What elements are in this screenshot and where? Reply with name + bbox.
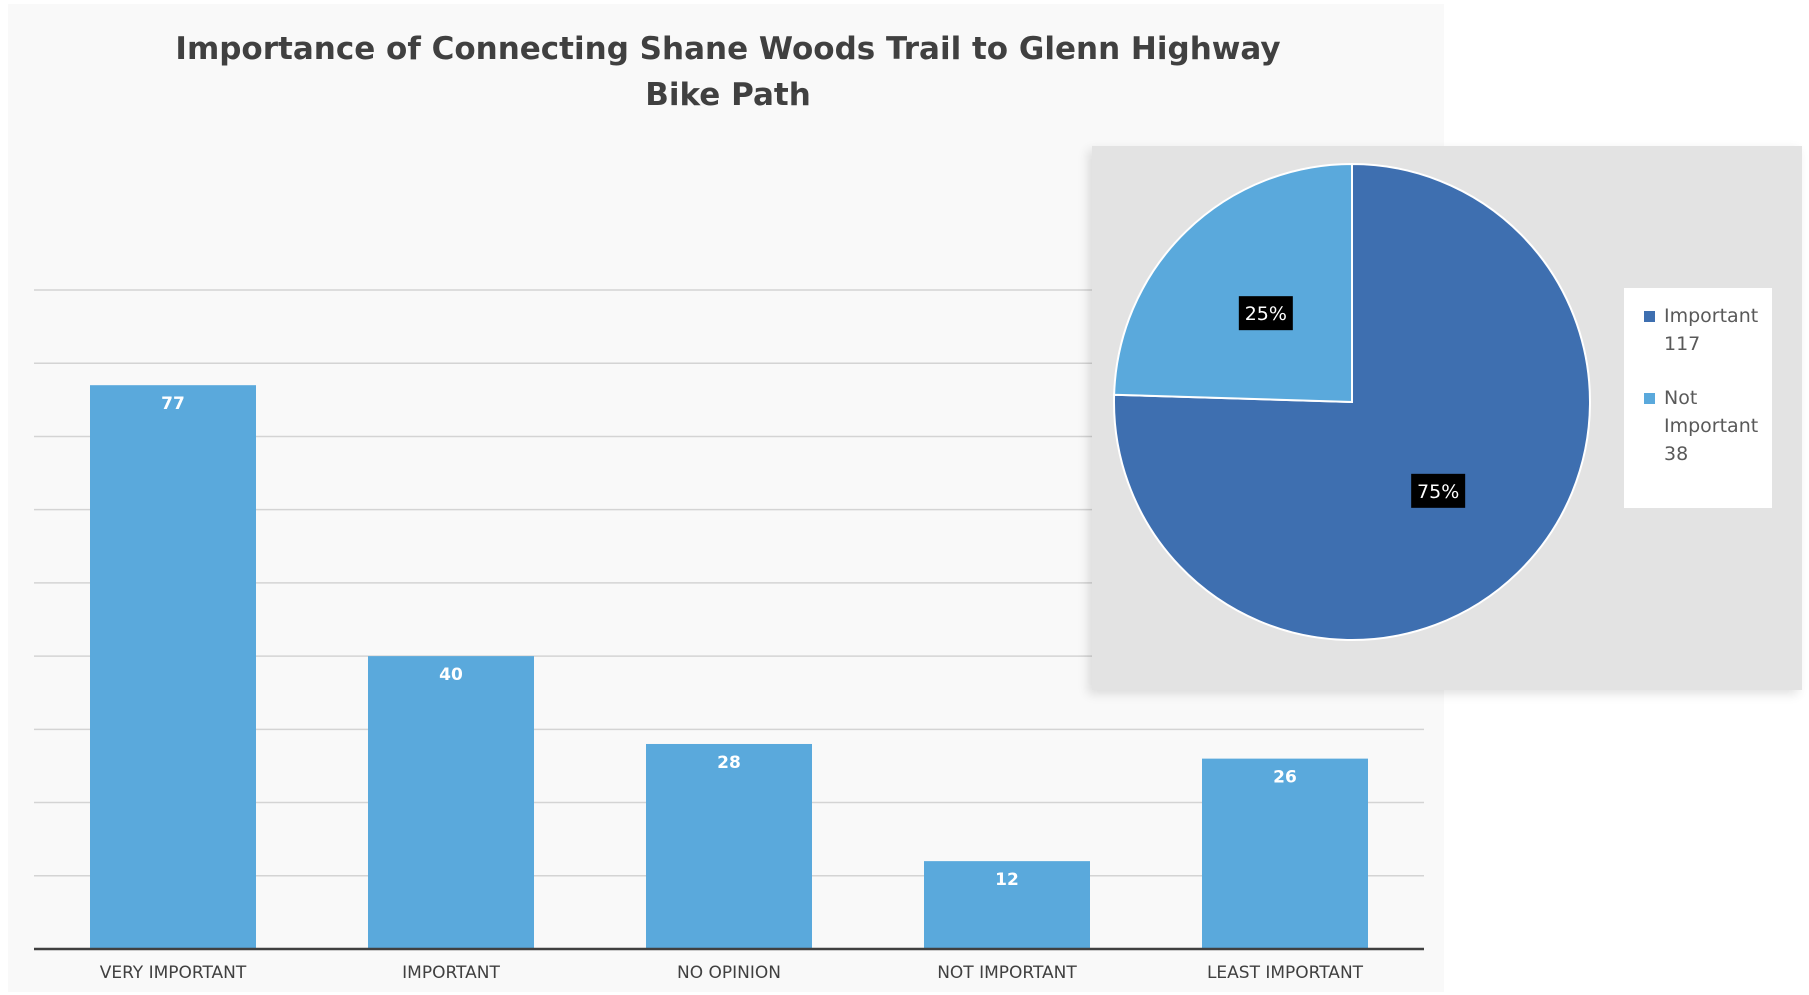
legend-entry-not-important: Not Important 38	[1644, 384, 1772, 468]
bar-data-label: 26	[1273, 768, 1297, 788]
legend-swatch-important	[1644, 311, 1655, 322]
pie-chart-panel: 75% 25% Important 117 Not Important 38	[1092, 146, 1802, 690]
bar-4	[1202, 758, 1368, 949]
bar-data-label: 40	[439, 665, 463, 685]
bar-2	[646, 743, 812, 949]
pie-percent-label: 25%	[1238, 296, 1293, 331]
pie-legend: Important 117 Not Important 38	[1624, 288, 1772, 508]
pie-label-box	[1411, 473, 1466, 508]
bar-3	[924, 861, 1090, 949]
bar-chart-title: Importance of Connecting Shane Woods Tra…	[175, 31, 1281, 113]
category-label: LEAST IMPORTANT	[1207, 963, 1364, 983]
pie-percent-label: 75%	[1411, 473, 1466, 508]
bar-chart: 77 VERY IMPORTANT 40 IMPORTANT 28 NO OPINION 1…	[34, 289, 1424, 983]
bar-data-label: 77	[161, 394, 185, 414]
bar-1	[368, 656, 534, 949]
bar-data-label: 28	[717, 753, 741, 773]
pie-label-text: 25%	[1245, 303, 1287, 325]
legend-value-not-important: 38	[1664, 443, 1689, 465]
legend-label-important: Important	[1664, 305, 1759, 327]
category-label: NOT IMPORTANT	[937, 963, 1077, 983]
pie-label-box	[1238, 296, 1293, 331]
category-label: VERY IMPORTANT	[100, 963, 247, 983]
bar-data-label: 12	[995, 870, 1019, 890]
legend-entry-important: Important 117	[1644, 302, 1772, 358]
pie-label-text: 75%	[1417, 481, 1459, 503]
legend-value-important: 117	[1664, 333, 1701, 355]
pie-chart: 75% 25%	[1113, 162, 1591, 641]
legend-label-not-important: Not Important	[1664, 387, 1759, 437]
legend-swatch-not-important	[1644, 393, 1655, 404]
category-label: IMPORTANT	[402, 963, 500, 983]
pie-slice-1	[1113, 162, 1353, 404]
bar-0	[90, 385, 256, 949]
category-label: NO OPINION	[677, 963, 781, 983]
